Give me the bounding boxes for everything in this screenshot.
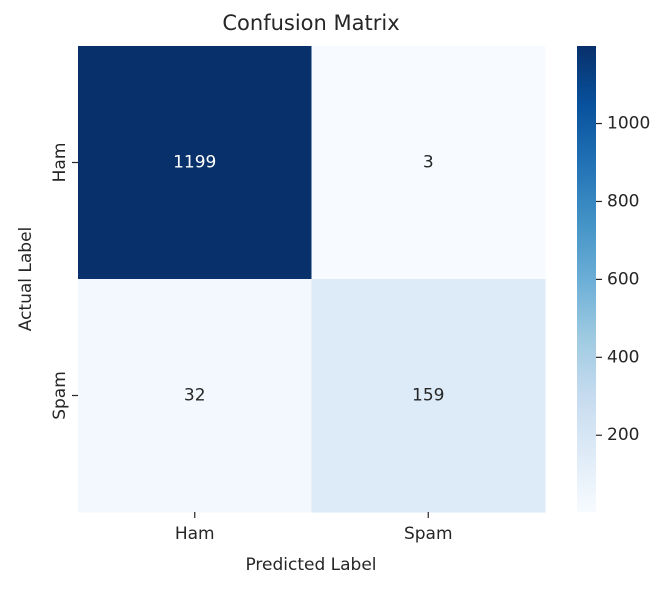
x-tick-label: Ham [175,524,215,544]
heatmap-cell [78,279,312,513]
heatmap-cell [78,46,312,280]
cell-value-label: 32 [184,386,206,406]
y-axis-label: Actual Label [16,227,36,332]
colorbar [577,46,596,512]
heatmap-cell [311,279,546,513]
y-tick-label: Ham [50,143,70,183]
x-tick-label: Spam [404,524,453,544]
cell-value-label: 3 [423,153,434,173]
cell-value-label: 159 [412,386,444,406]
colorbar-tick-label: 200 [607,425,639,445]
colorbar-tick-label: 400 [607,347,639,367]
chart-title: Confusion Matrix [222,11,399,35]
colorbar-tick-label: 600 [607,269,639,289]
colorbar-tick-label: 800 [607,191,639,211]
heatmap-cell [311,46,546,280]
y-tick-label: Spam [50,371,70,420]
x-axis-label: Predicted Label [245,555,376,575]
colorbar-tick-label: 1000 [607,114,650,134]
cell-value-label: 1199 [173,153,216,173]
